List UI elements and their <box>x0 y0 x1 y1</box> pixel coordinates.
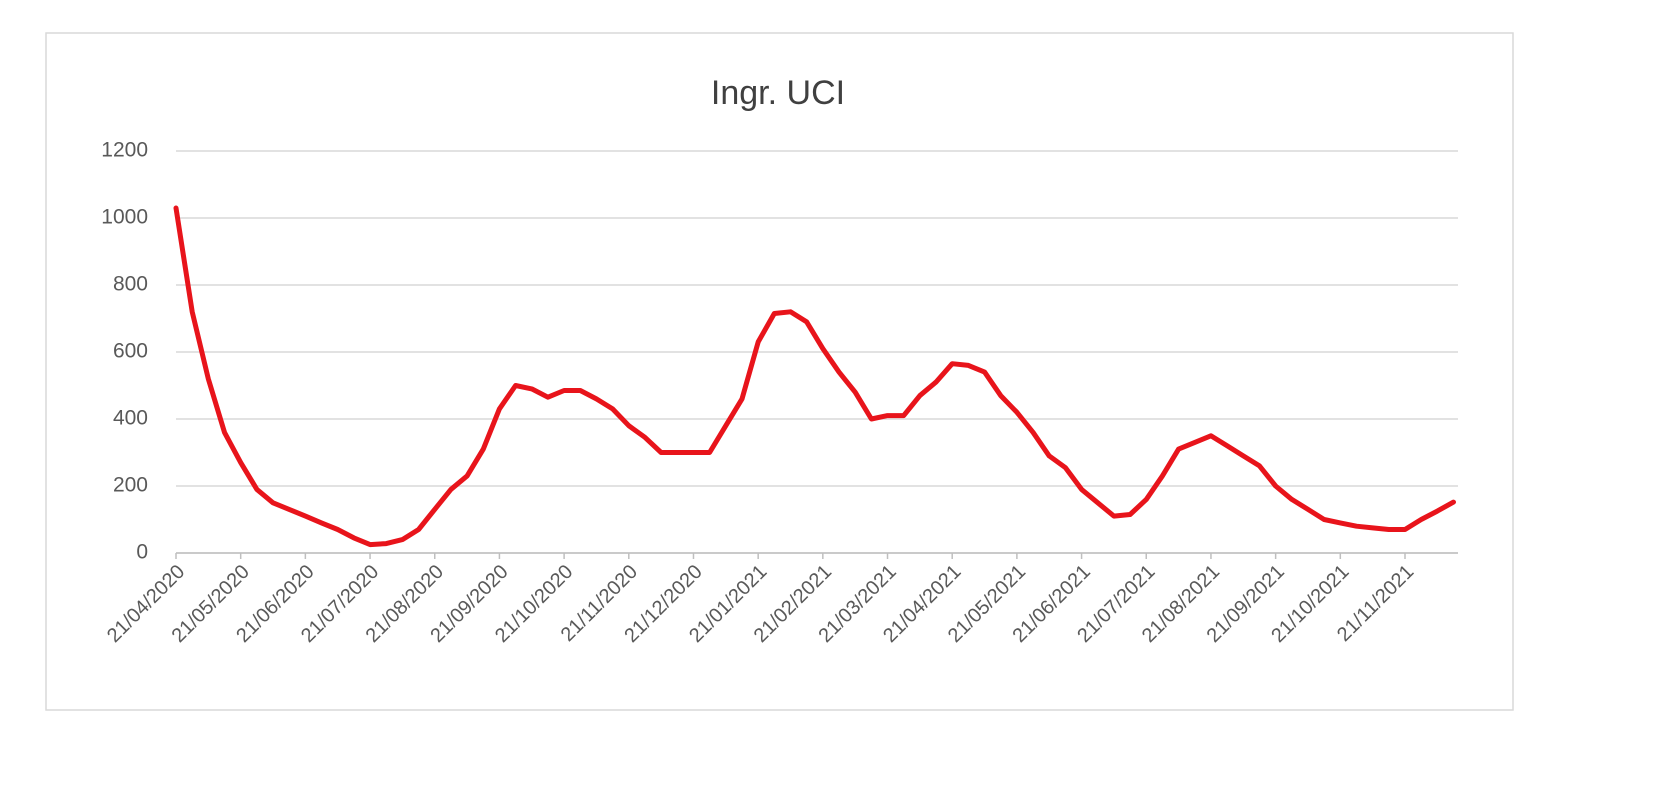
y-tick-label: 800 <box>113 273 148 296</box>
y-tick-label: 600 <box>113 340 148 363</box>
data-line <box>173 205 1456 548</box>
chart-frame <box>45 32 1514 711</box>
y-tick-label: 1000 <box>101 206 148 229</box>
chart-title: Ingr. UCI <box>711 74 845 112</box>
y-tick-label: 400 <box>113 407 148 430</box>
y-tick-label: 1200 <box>101 139 148 162</box>
y-tick-label: 0 <box>136 541 148 564</box>
y-tick-label: 200 <box>113 474 148 497</box>
